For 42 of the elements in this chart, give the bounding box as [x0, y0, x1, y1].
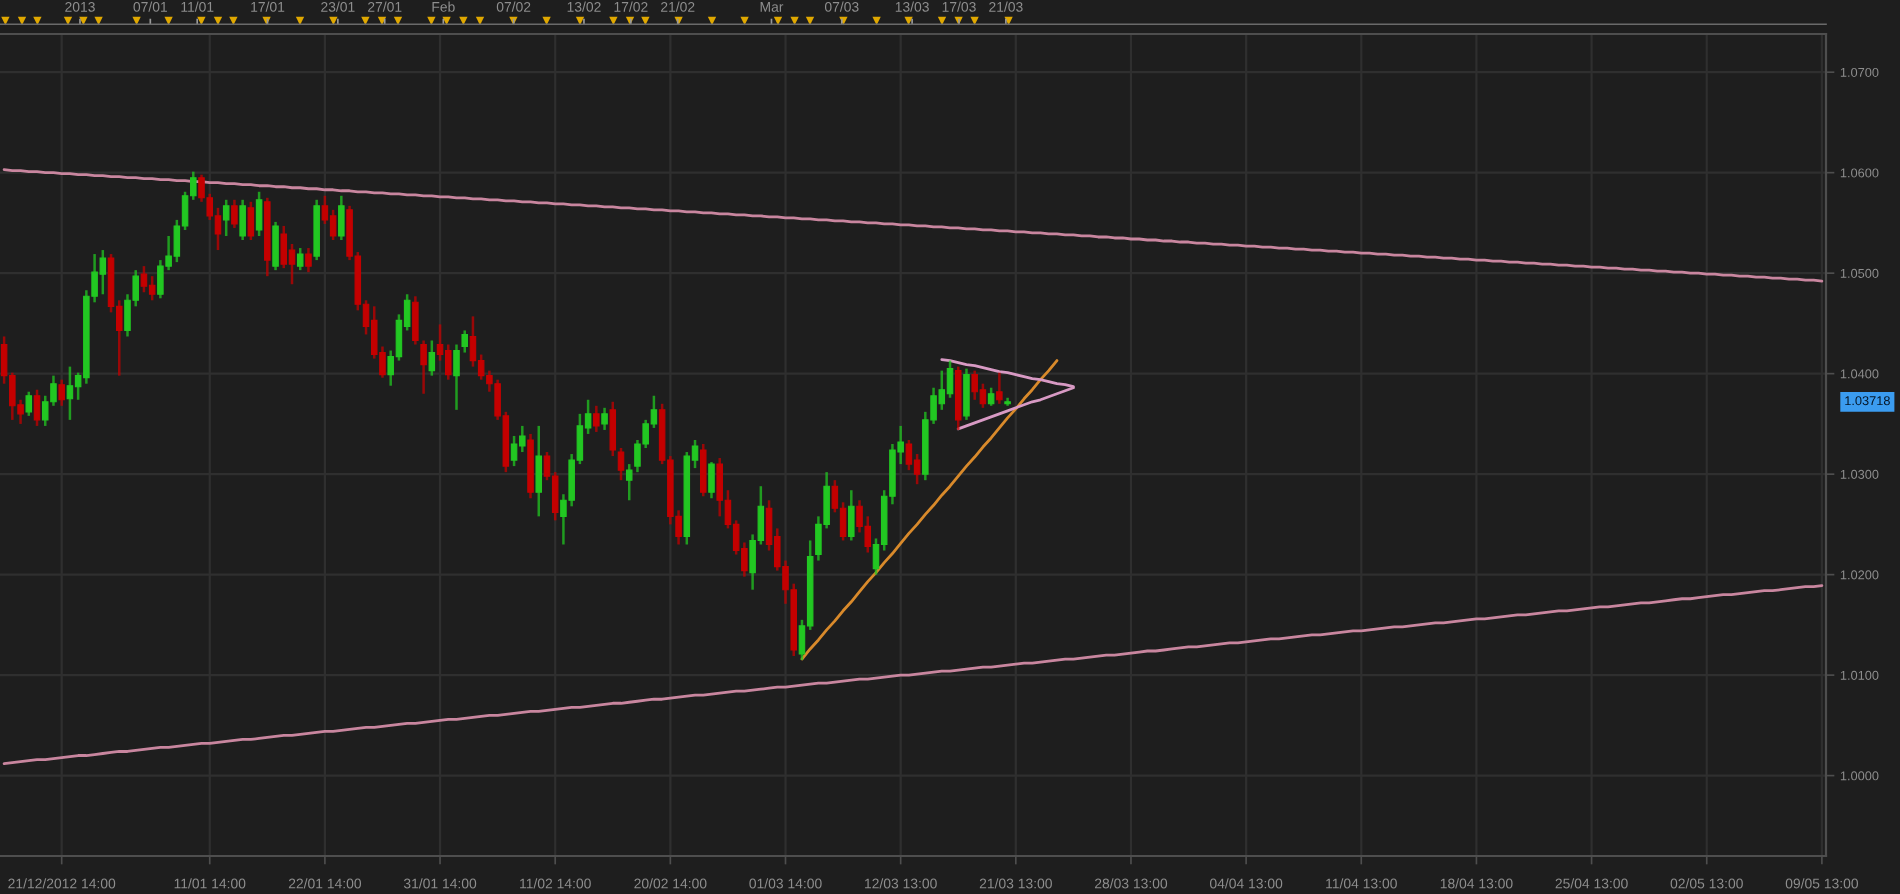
candlestick — [58, 378, 65, 408]
candlestick — [996, 371, 1003, 406]
candlestick — [609, 400, 617, 458]
candlestick — [905, 438, 913, 472]
candlestick — [469, 315, 477, 368]
candlestick — [535, 424, 543, 518]
candlestick — [305, 246, 312, 274]
candlestick — [708, 460, 715, 500]
candlestick — [99, 248, 107, 296]
candlestick — [510, 434, 518, 468]
candlestick — [338, 194, 345, 242]
candlestick — [33, 388, 41, 428]
candlestick — [601, 406, 608, 432]
candlestick — [987, 386, 995, 408]
candlestick — [140, 264, 148, 294]
candlestick — [66, 365, 74, 422]
candlestick — [699, 442, 707, 498]
line-series — [2, 584, 1824, 765]
candlestick — [25, 390, 33, 418]
candlestick — [280, 224, 288, 270]
line-series — [2, 168, 1824, 283]
candlestick — [239, 198, 246, 242]
candlestick — [445, 343, 452, 381]
candlestick — [848, 488, 855, 542]
candlestick — [979, 382, 987, 410]
candlestick — [617, 446, 625, 482]
candlestick — [963, 367, 970, 422]
candlestick — [329, 208, 337, 242]
candlestick — [247, 200, 255, 242]
candlestick — [255, 190, 263, 238]
candlestick — [222, 198, 230, 238]
candlestick — [148, 274, 156, 302]
candlestick — [428, 339, 436, 377]
candlestick — [272, 220, 279, 272]
line-series — [800, 359, 1059, 661]
candlestick — [593, 404, 600, 434]
candlestick — [519, 424, 526, 454]
candlestick — [296, 246, 304, 272]
candlestick — [231, 198, 238, 230]
candlestick — [946, 359, 954, 400]
candlestick — [716, 456, 723, 518]
candlestick — [971, 369, 978, 402]
